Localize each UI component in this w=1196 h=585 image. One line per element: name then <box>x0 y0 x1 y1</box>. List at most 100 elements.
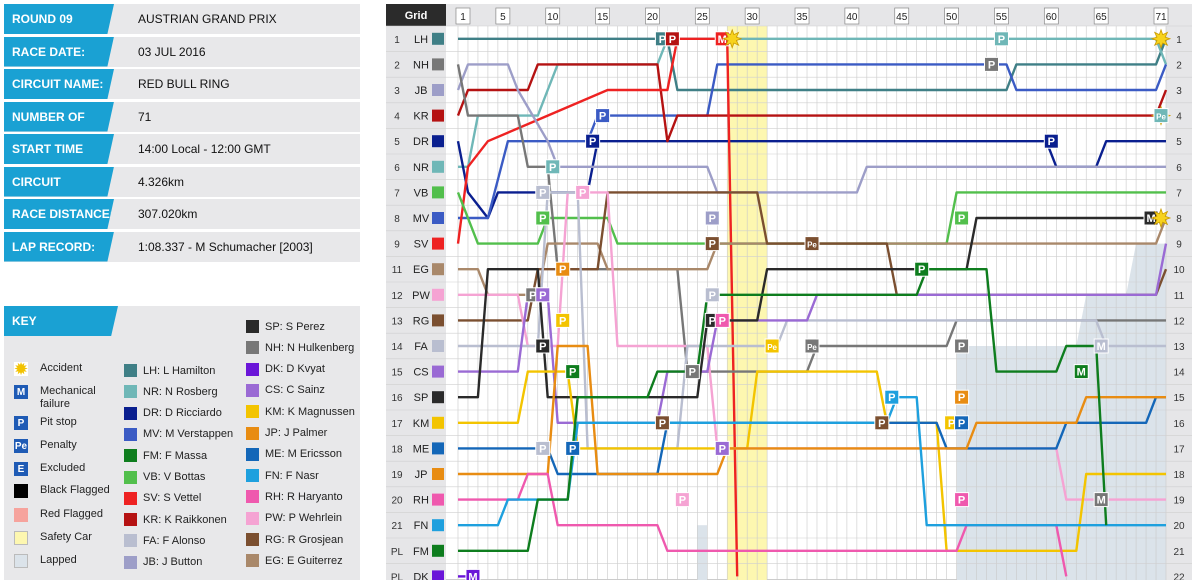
pit-stop-marker <box>535 440 551 456</box>
grid-driver-code: FN <box>414 520 429 532</box>
pit-stop-marker <box>954 210 970 226</box>
row-position-label: 7 <box>394 188 400 199</box>
pit-stop-marker <box>954 338 970 354</box>
pit-stop-marker <box>983 56 999 72</box>
lap-tick-label: 60 <box>1046 12 1058 23</box>
chart-header <box>386 4 1192 26</box>
row-finish-label: 8 <box>1176 214 1182 225</box>
row-finish-label: 20 <box>1173 521 1185 532</box>
grid-driver-swatch <box>432 32 444 45</box>
driver-swatch <box>124 364 137 377</box>
event-marker-label: P <box>599 111 606 123</box>
event-marker-label: P <box>559 264 566 276</box>
pit-stop-marker <box>535 184 551 200</box>
key-item-label: Mechanical failure <box>40 385 96 410</box>
driver-key-label: KR: K Raikkonen <box>143 513 227 526</box>
driver-swatch <box>246 533 259 546</box>
driver-key-kr: KR: K Raikkonen <box>124 513 227 527</box>
key-item: Pe Penalty <box>14 439 77 453</box>
driver-key-fn: FN: F Nasr <box>246 469 319 483</box>
driver-key-lh: LH: L Hamilton <box>124 364 215 377</box>
mechanical-failure-icon: M <box>14 385 28 399</box>
driver-key-jb: JB: J Button <box>124 555 202 569</box>
driver-key-dr: DR: D Ricciardo <box>124 406 222 420</box>
pit-stop-marker <box>993 31 1009 47</box>
grid-driver-code: KM <box>413 418 430 430</box>
pit-stop-marker <box>714 440 730 456</box>
penalty-icon: Pe <box>14 439 28 453</box>
lap-tick-label: 50 <box>946 12 958 23</box>
driver-swatch <box>246 469 259 483</box>
grid-driver-swatch <box>432 263 444 276</box>
lap-tick-label: 25 <box>697 12 709 23</box>
event-marker-label: P <box>709 213 716 225</box>
lap-tick-box <box>744 7 760 25</box>
red-flag-icon <box>14 508 28 522</box>
grid-driver-swatch <box>432 519 444 532</box>
pit-stop-marker <box>664 31 680 47</box>
event-marker-label: P <box>709 290 716 302</box>
row-position-label: PL <box>391 572 404 580</box>
driver-key-fm: FM: F Massa <box>124 449 207 463</box>
driver-swatch <box>246 341 259 355</box>
grid-driver-code: RG <box>413 315 430 327</box>
series-line-pw <box>458 191 1166 501</box>
driver-key-label: DR: D Ricciardo <box>143 407 222 420</box>
grid-driver-code: VB <box>414 187 429 199</box>
series-line-sp <box>458 216 1166 399</box>
event-marker-label: P <box>689 367 696 379</box>
pit-stop-marker <box>954 389 970 405</box>
info-row: RACE DATE: 03 JUL 2016 <box>4 36 360 67</box>
key-panel: KEY ✹ Accident M Mechanical failure P Pit sto… <box>4 306 360 580</box>
pit-stop-marker <box>575 184 591 200</box>
event-marker-label: M <box>1097 495 1106 507</box>
driver-swatch <box>246 320 259 333</box>
row-finish-label: 16 <box>1173 419 1185 430</box>
driver-key-label: RH: R Haryanto <box>265 490 343 503</box>
driver-key-label: PW: P Wehrlein <box>265 512 343 525</box>
row-finish-label: 22 <box>1173 572 1185 580</box>
event-marker-label: P <box>958 418 965 430</box>
info-label: RACE DATE: <box>4 36 114 67</box>
event-marker-label: P <box>589 136 596 148</box>
event-marker-label: Pe <box>767 343 777 352</box>
driver-key-label: RG: R Grosjean <box>265 533 344 546</box>
lap-tick-box <box>545 7 561 25</box>
pit-stop-marker <box>585 133 601 149</box>
event-marker-label: P <box>539 213 546 225</box>
driver-swatch <box>124 385 137 399</box>
black-flag-icon <box>14 484 28 498</box>
pit-stop-marker <box>684 364 700 380</box>
driver-key-label: KM: K Magnussen <box>265 405 355 418</box>
row-finish-label: 11 <box>1174 291 1185 302</box>
driver-key-vb: VB: V Bottas <box>124 470 206 484</box>
lap-tick-label: 20 <box>647 12 659 23</box>
pit-stop-marker <box>884 389 900 405</box>
row-finish-label: 5 <box>1176 137 1182 148</box>
info-row: NUMBER OF LAPS: 71 <box>4 101 360 132</box>
event-marker-label: P <box>659 418 666 430</box>
penalty-marker <box>804 338 820 354</box>
row-finish-label: 4 <box>1176 112 1182 123</box>
key-item: ✹ Accident <box>14 361 82 378</box>
driver-swatch <box>246 511 259 525</box>
driver-key-label: ME: M Ericsson <box>265 448 343 461</box>
lap-tick-label: 1 <box>460 12 466 23</box>
driver-key-label: VB: V Bottas <box>143 471 206 483</box>
lap-tick-box <box>1153 7 1169 25</box>
driver-swatch <box>246 362 259 376</box>
driver-swatch <box>124 555 137 569</box>
event-marker-label: P <box>679 495 686 507</box>
row-finish-label: 18 <box>1173 470 1185 481</box>
row-position-label: 8 <box>394 214 400 225</box>
event-marker-label: P <box>1048 136 1055 148</box>
info-label: ROUND 09 <box>4 4 114 34</box>
lap-tick-box <box>1093 7 1109 25</box>
row-position-label: 17 <box>391 419 403 430</box>
row-position-label: 1 <box>394 35 400 46</box>
driver-key-label: FN: F Nasr <box>265 469 319 482</box>
key-item-label: Penalty <box>40 439 77 451</box>
lap-tick-label: 65 <box>1096 12 1108 23</box>
grid-driver-swatch <box>432 58 444 71</box>
row-finish-label: 6 <box>1176 163 1182 174</box>
